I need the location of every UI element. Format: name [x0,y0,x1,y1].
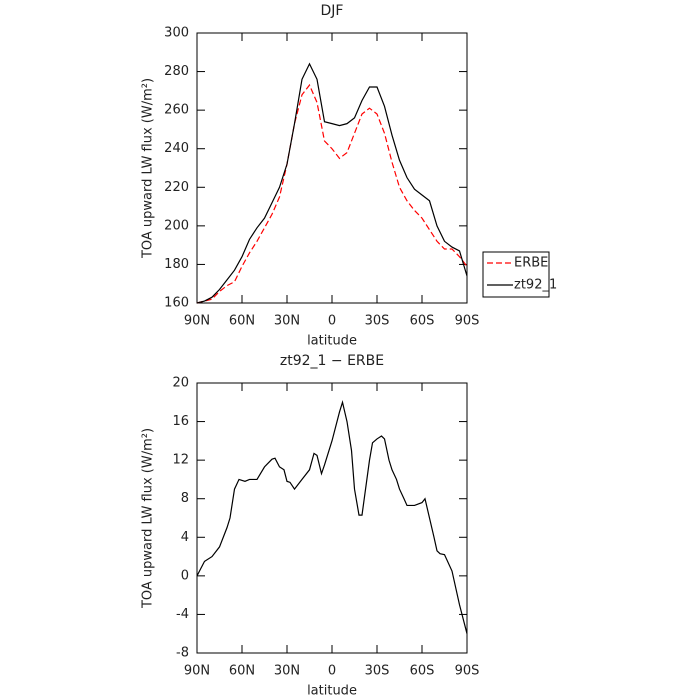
legend-box [482,251,550,298]
data-line [196,400,468,634]
y-tick-label: 160 [164,296,189,311]
x-tick-label: 90N [184,314,210,329]
legend-label: ERBE [514,256,548,271]
legend-label: zt92_1 [514,278,557,293]
x-tick-label: 30N [274,314,300,329]
x-tick-label: 60S [410,314,435,329]
plot-frame [196,32,468,304]
y-tick-label: 240 [164,141,189,156]
plot-frame [196,382,468,654]
y-tick-label: 180 [164,257,189,272]
x-tick-label: 30S [365,314,390,329]
x-tick-label: 30S [365,664,390,679]
x-tick-label: 60N [229,664,255,679]
x-tick-label: 30N [274,664,300,679]
x-tick-label: 90N [184,664,210,679]
y-tick-label: 0 [181,568,189,583]
x-tick-label: 0 [328,314,336,329]
y-tick-label: 16 [172,414,189,429]
x-tick-label: 60S [410,664,435,679]
x-tick-label: 0 [328,664,336,679]
x-tick-label: 90S [455,664,480,679]
chart-title: zt92_1 − ERBE [280,353,384,369]
data-line [196,83,468,304]
y-axis-label: TOA upward LW flux (W/m²) [141,428,156,609]
y-tick-label: 8 [181,491,189,506]
y-tick-label: 220 [164,180,189,195]
x-axis-label: latitude [307,684,357,699]
y-tick-label: 20 [172,376,189,391]
y-tick-label: 260 [164,103,189,118]
x-tick-label: 90S [455,314,480,329]
y-axis-label: TOA upward LW flux (W/m²) [141,78,156,259]
y-tick-label: 200 [164,218,189,233]
y-tick-label: -4 [176,607,189,622]
chart-title: DJF [321,3,344,19]
data-line [196,62,468,304]
x-tick-label: 60N [229,314,255,329]
y-tick-label: 300 [164,26,189,41]
x-axis-label: latitude [307,334,357,349]
y-tick-label: -8 [176,646,189,661]
y-tick-label: 12 [172,453,189,468]
y-tick-label: 280 [164,64,189,79]
y-tick-label: 4 [181,530,189,545]
